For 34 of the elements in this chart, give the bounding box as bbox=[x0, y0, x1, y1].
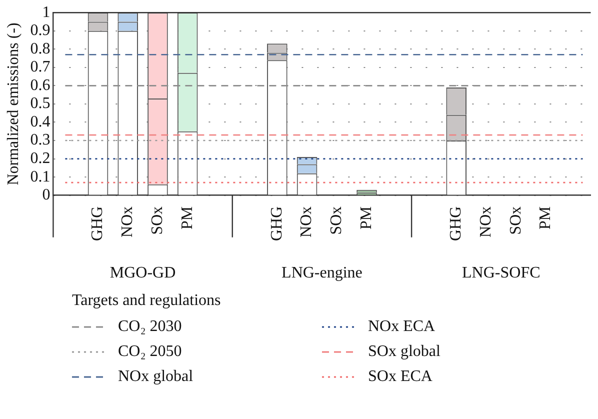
x-tick-label: SOx bbox=[148, 206, 166, 235]
legend-label: CO₂ 2030 bbox=[118, 318, 182, 336]
x-tick-label: NOx bbox=[119, 206, 136, 238]
x-tick-label: SOx bbox=[328, 206, 346, 235]
y-tick-label: 0.4 bbox=[30, 113, 50, 130]
x-tick-label: PM bbox=[537, 206, 554, 230]
y-tick-label: 0.1 bbox=[30, 168, 50, 186]
legend-label: NOx ECA bbox=[368, 318, 436, 336]
legend-title: Targets and regulations bbox=[72, 292, 222, 310]
legend-label: SOx ECA bbox=[368, 368, 432, 386]
y-tick-label: 0.5 bbox=[30, 95, 50, 112]
y-tick-label: 0.6 bbox=[30, 76, 50, 94]
text: LNG-engine bbox=[282, 264, 362, 282]
y-tick-label: 0.3 bbox=[30, 132, 50, 149]
y-tick-label: 0.8 bbox=[30, 40, 50, 58]
x-tick-label: GHG bbox=[448, 206, 465, 242]
legend-label: SOx global bbox=[368, 342, 440, 360]
text: LNG-SOFC bbox=[462, 264, 540, 282]
x-tick-label: PM bbox=[178, 206, 196, 230]
legend-label: NOx global bbox=[118, 368, 194, 386]
y-tick-label: 0 bbox=[42, 186, 50, 204]
legend-label: CO₂ 2050 bbox=[118, 342, 182, 360]
text: MGO-GD bbox=[110, 264, 176, 282]
y-tick-label: 1 bbox=[42, 4, 50, 21]
y-axis-title: Normalized emissions (-) bbox=[4, 22, 22, 186]
y-tick-label: 0.2 bbox=[30, 150, 50, 167]
x-tick-label: PM bbox=[358, 206, 375, 230]
x-tick-label: SOx bbox=[507, 206, 524, 235]
y-tick-label: 0.7 bbox=[30, 58, 50, 76]
x-tick-label: NOx bbox=[477, 206, 494, 238]
x-tick-label: NOx bbox=[298, 206, 316, 238]
y-tick-label: 0.9 bbox=[30, 22, 50, 40]
x-tick-label: GHG bbox=[89, 206, 106, 242]
x-tick-label: GHG bbox=[268, 206, 286, 242]
